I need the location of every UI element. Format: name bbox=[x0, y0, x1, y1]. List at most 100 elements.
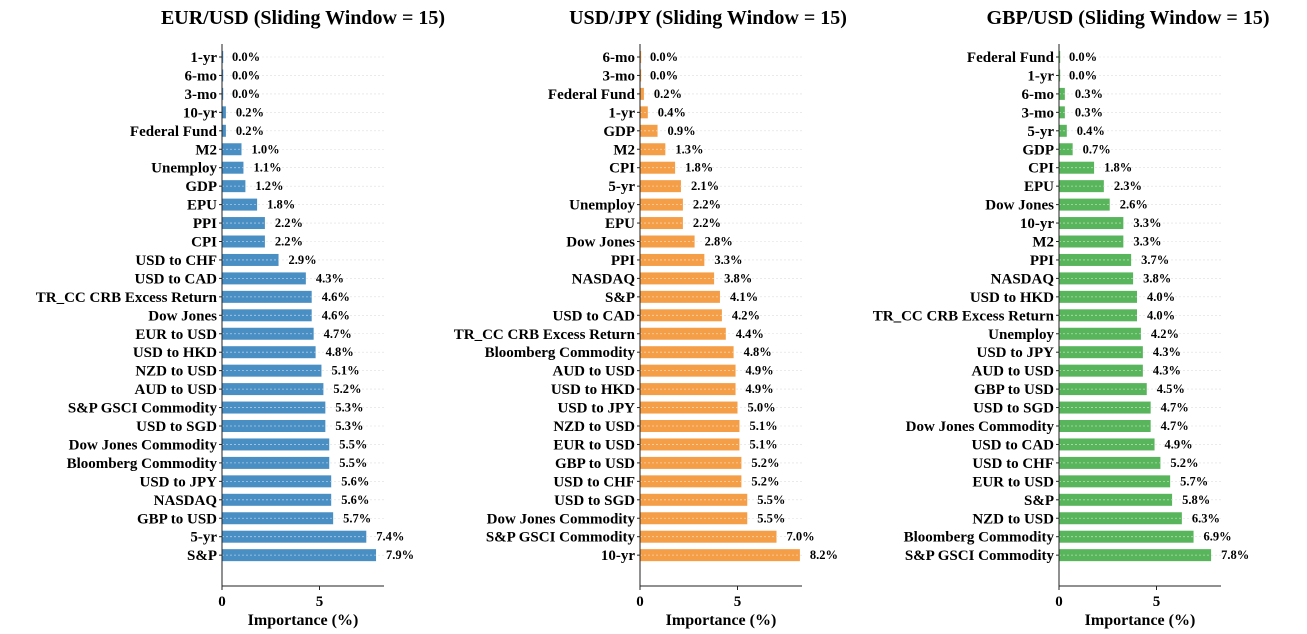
bar bbox=[1059, 180, 1104, 193]
category-label: CPI bbox=[1028, 161, 1054, 177]
data-label: 4.3% bbox=[316, 271, 344, 285]
data-label: 5.8% bbox=[1182, 493, 1210, 507]
category-label: Bloomberg Commodity bbox=[904, 530, 1055, 546]
category-label: GBP to USD bbox=[974, 382, 1054, 398]
category-label: CPI bbox=[609, 161, 635, 177]
data-label: 4.9% bbox=[746, 364, 774, 378]
data-label: 5.3% bbox=[335, 401, 363, 415]
data-label: 7.0% bbox=[787, 530, 815, 544]
category-label: 6-mo bbox=[1022, 87, 1055, 103]
category-label: Dow Jones Commodity bbox=[487, 511, 636, 527]
chart-title: USD/JPY (Sliding Window = 15) bbox=[569, 7, 847, 29]
bar bbox=[222, 106, 226, 119]
category-label: USD to CAD bbox=[135, 271, 218, 287]
data-label: 2.8% bbox=[705, 235, 733, 249]
data-label: 2.2% bbox=[275, 216, 303, 230]
data-label: 4.9% bbox=[1165, 437, 1193, 451]
data-label: 0.0% bbox=[650, 68, 678, 82]
x-axis-label: Importance (%) bbox=[1085, 612, 1196, 629]
data-label: 4.9% bbox=[746, 382, 774, 396]
data-label: 1.3% bbox=[675, 142, 703, 156]
category-label: Federal Fund bbox=[130, 124, 218, 140]
category-label: Dow Jones bbox=[566, 235, 635, 251]
category-label: AUD to USD bbox=[553, 364, 636, 380]
data-label: 0.3% bbox=[1075, 105, 1103, 119]
category-label: Unemploy bbox=[151, 161, 217, 177]
category-label: USD to CAD bbox=[972, 437, 1055, 453]
data-label: 0.2% bbox=[236, 124, 264, 138]
data-label: 5.2% bbox=[333, 382, 361, 396]
category-label: Federal Fund bbox=[967, 50, 1055, 66]
category-label: 5-yr bbox=[608, 179, 635, 195]
category-label: 3-mo bbox=[1022, 105, 1055, 121]
bar bbox=[1059, 87, 1065, 100]
bar bbox=[640, 383, 736, 396]
category-label: S&P GSCI Commodity bbox=[68, 401, 218, 417]
category-label: Dow Jones Commodity bbox=[69, 437, 218, 453]
data-label: 3.7% bbox=[1141, 253, 1169, 267]
bar bbox=[1059, 143, 1073, 156]
data-label: 2.2% bbox=[275, 235, 303, 249]
bar bbox=[222, 401, 326, 414]
data-label: 0.0% bbox=[1069, 50, 1097, 64]
data-label: 7.4% bbox=[376, 530, 404, 544]
category-label: TR_CC CRB Excess Return bbox=[873, 308, 1055, 324]
category-label: USD to CHF bbox=[972, 456, 1054, 472]
category-label: AUD to USD bbox=[135, 382, 218, 398]
data-label: 7.9% bbox=[386, 548, 414, 562]
data-label: 0.0% bbox=[232, 50, 260, 64]
category-label: USD to CAD bbox=[553, 308, 636, 324]
bar bbox=[1059, 383, 1147, 396]
chart-title: GBP/USD (Sliding Window = 15) bbox=[987, 7, 1270, 29]
category-label: CPI bbox=[191, 235, 217, 251]
category-label: M2 bbox=[195, 142, 217, 158]
data-label: 5.5% bbox=[757, 511, 785, 525]
category-label: EUR to USD bbox=[135, 327, 217, 343]
data-label: 2.6% bbox=[1120, 198, 1148, 212]
data-label: 5.2% bbox=[751, 456, 779, 470]
data-label: 3.3% bbox=[1133, 235, 1161, 249]
bar bbox=[222, 161, 244, 174]
data-label: 1.8% bbox=[267, 198, 295, 212]
category-label: 6-mo bbox=[603, 50, 636, 66]
category-label: M2 bbox=[613, 142, 635, 158]
bar bbox=[222, 346, 316, 359]
category-label: EUR to USD bbox=[972, 474, 1054, 490]
data-label: 5.2% bbox=[1170, 456, 1198, 470]
bar bbox=[222, 69, 224, 82]
data-label: 3.3% bbox=[714, 253, 742, 267]
category-label: 1-yr bbox=[608, 105, 635, 121]
bar bbox=[640, 51, 642, 63]
category-label: 10-yr bbox=[601, 548, 635, 564]
bar bbox=[1059, 530, 1194, 543]
bar bbox=[222, 475, 332, 488]
bar bbox=[1059, 475, 1171, 488]
bar bbox=[640, 475, 742, 488]
chart-panel-gbpusd: GBP/USD (Sliding Window = 15) Federal Fun… bbox=[873, 7, 1270, 629]
bar bbox=[640, 87, 644, 100]
data-label: 4.7% bbox=[1161, 419, 1189, 433]
bar bbox=[640, 290, 720, 303]
category-label: S&P bbox=[605, 290, 635, 306]
bar bbox=[222, 493, 332, 506]
category-label: 3-mo bbox=[603, 68, 636, 84]
data-label: 0.9% bbox=[668, 124, 696, 138]
bar bbox=[640, 364, 736, 377]
data-label: 0.0% bbox=[232, 68, 260, 82]
bar bbox=[640, 327, 726, 340]
data-label: 4.6% bbox=[322, 308, 350, 322]
data-label: 6.3% bbox=[1192, 511, 1220, 525]
category-label: S&P GSCI Commodity bbox=[486, 530, 636, 546]
data-label: 2.9% bbox=[289, 253, 317, 267]
category-label: USD to SGD bbox=[973, 401, 1054, 417]
category-label: 10-yr bbox=[1020, 216, 1054, 232]
category-label: EUR to USD bbox=[553, 437, 635, 453]
bar bbox=[222, 87, 224, 100]
data-label: 5.3% bbox=[335, 419, 363, 433]
data-label: 5.7% bbox=[1180, 474, 1208, 488]
category-label: USD to JPY bbox=[558, 401, 636, 417]
bar bbox=[1059, 106, 1065, 119]
category-label: GBP to USD bbox=[555, 456, 635, 472]
category-label: NZD to USD bbox=[553, 419, 635, 435]
